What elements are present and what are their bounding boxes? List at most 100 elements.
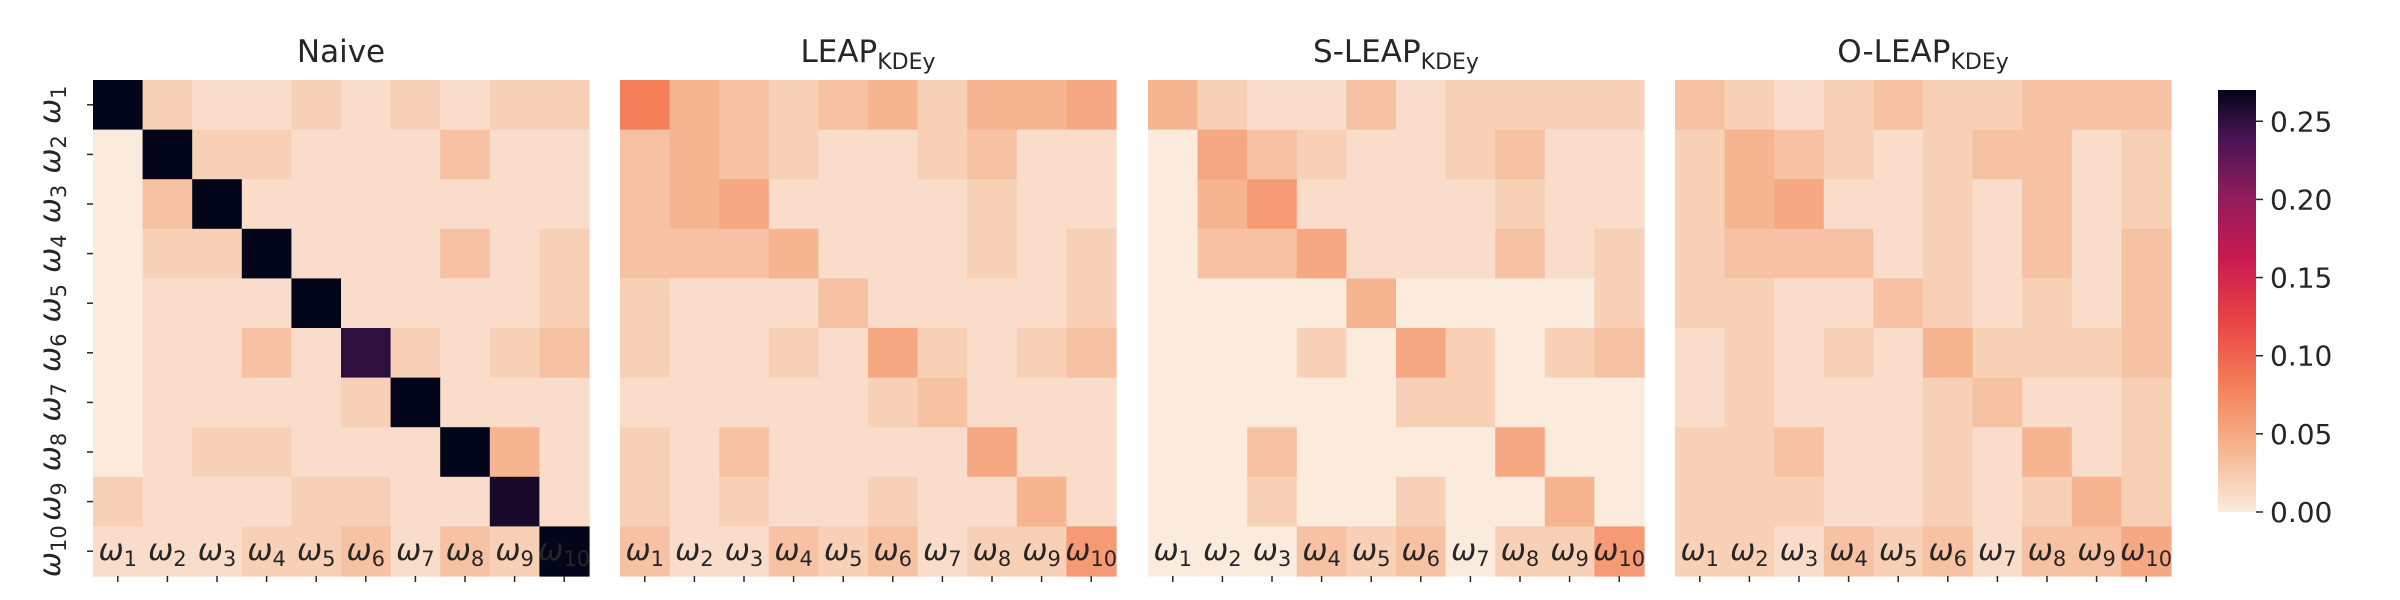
heatmap-cell <box>192 278 243 329</box>
heatmap-cell <box>440 377 491 428</box>
heatmap-cell <box>1495 377 1546 428</box>
heatmap-cell <box>1972 377 2023 428</box>
y-tick-label: ω6 <box>33 334 71 373</box>
heatmap-cell <box>1148 80 1199 131</box>
heatmap-cell <box>967 179 1018 230</box>
heatmap-cell <box>1774 228 1825 279</box>
heatmap-cell <box>291 427 342 478</box>
heatmap-cell <box>1197 80 1248 131</box>
heatmap-cell <box>1296 526 1347 577</box>
heatmap-cell <box>440 129 491 180</box>
heatmap-cell <box>93 377 144 428</box>
heatmap-cell <box>2121 427 2172 478</box>
heatmap-cell <box>1247 526 1298 577</box>
heatmap-cell <box>390 278 441 329</box>
x-tick-label: ω7 <box>1978 533 2017 571</box>
x-tick-label: ω4 <box>1829 533 1868 571</box>
heatmap-cell <box>1247 377 1298 428</box>
heatmap-cell <box>967 377 1018 428</box>
heatmap-cell <box>1923 80 1974 131</box>
heatmap-cell <box>2121 80 2172 131</box>
heatmap-cell <box>1396 328 1447 379</box>
heatmap-cell <box>2071 80 2122 131</box>
heatmap-cell <box>868 427 919 478</box>
heatmap-cell <box>1148 228 1199 279</box>
heatmap-cell <box>768 179 819 230</box>
heatmap-cell <box>1346 377 1397 428</box>
heatmap-cell <box>669 179 720 230</box>
heatmap-cell <box>93 80 144 131</box>
x-tick-label: ω2 <box>1730 533 1769 571</box>
heatmap-cell <box>1774 278 1825 329</box>
heatmap-cell <box>967 228 1018 279</box>
heatmap-cell <box>1774 179 1825 230</box>
heatmap-cell <box>390 476 441 527</box>
colorbar-tick-label: 0.05 <box>2270 418 2332 451</box>
heatmap-cell <box>669 476 720 527</box>
heatmap-cell <box>1066 228 1117 279</box>
heatmap-cell <box>1495 228 1546 279</box>
x-tick-label: ω3 <box>1253 533 1292 571</box>
heatmap-cell <box>1247 129 1298 180</box>
panel-title: O-LEAPKDEy <box>1837 34 2009 75</box>
heatmap-cell <box>142 179 193 230</box>
heatmap-cell <box>1495 129 1546 180</box>
heatmap-cell <box>818 129 869 180</box>
x-tick-label: ω6 <box>874 533 913 571</box>
heatmap-cell <box>1197 526 1248 577</box>
y-tick-label: ω9 <box>33 482 71 520</box>
heatmap-cell <box>1774 476 1825 527</box>
heatmap-cell <box>2071 476 2122 527</box>
heatmap-cell <box>291 278 342 329</box>
heatmap-cell <box>241 228 292 279</box>
heatmap-cell <box>1247 476 1298 527</box>
heatmap-cell <box>192 526 243 577</box>
heatmap-cell <box>868 80 919 131</box>
heatmap-cell <box>967 526 1018 577</box>
heatmap-cell <box>1296 328 1347 379</box>
heatmap-cell <box>2121 328 2172 379</box>
heatmap-cell <box>1724 328 1775 379</box>
heatmap-cell <box>341 526 392 577</box>
y-tick-label: ω1 <box>33 86 71 125</box>
x-tick-label: ω7 <box>1451 533 1490 571</box>
heatmap-cell <box>669 80 720 131</box>
heatmap-cell <box>1823 476 1874 527</box>
heatmap-cell <box>917 328 968 379</box>
heatmap-cell <box>1774 129 1825 180</box>
heatmap-cell <box>1148 129 1199 180</box>
heatmap-cell <box>1594 476 1645 527</box>
heatmap-cell <box>669 129 720 180</box>
heatmap-cell <box>1923 526 1974 577</box>
heatmap-cell <box>1923 278 1974 329</box>
heatmap-cell <box>341 476 392 527</box>
heatmap-cell <box>390 228 441 279</box>
heatmap-cell <box>1016 328 1067 379</box>
heatmap-cell <box>1445 278 1496 329</box>
heatmap-cell <box>1724 427 1775 478</box>
heatmap-cell <box>1495 179 1546 230</box>
heatmap-cell <box>719 526 770 577</box>
heatmap-cell <box>818 377 869 428</box>
heatmap-cell <box>917 476 968 527</box>
heatmap-cell <box>192 228 243 279</box>
heatmap-cell <box>1675 179 1726 230</box>
heatmap-cell <box>768 476 819 527</box>
heatmap-cell <box>620 80 671 131</box>
heatmap-cell <box>967 80 1018 131</box>
heatmap-cell <box>93 526 144 577</box>
heatmap-cell <box>539 278 590 329</box>
heatmap-cell <box>1873 328 1924 379</box>
heatmap-cell <box>1923 427 1974 478</box>
heatmap-cell <box>1972 179 2023 230</box>
heatmap-cell <box>1873 278 1924 329</box>
heatmap-cell <box>818 228 869 279</box>
heatmap-cell <box>818 328 869 379</box>
heatmap-cell <box>539 80 590 131</box>
heatmap-cell <box>1544 80 1595 131</box>
heatmap-cell <box>1396 80 1447 131</box>
heatmap-cell <box>669 328 720 379</box>
heatmap-cell <box>2121 179 2172 230</box>
heatmap-cell <box>1774 328 1825 379</box>
